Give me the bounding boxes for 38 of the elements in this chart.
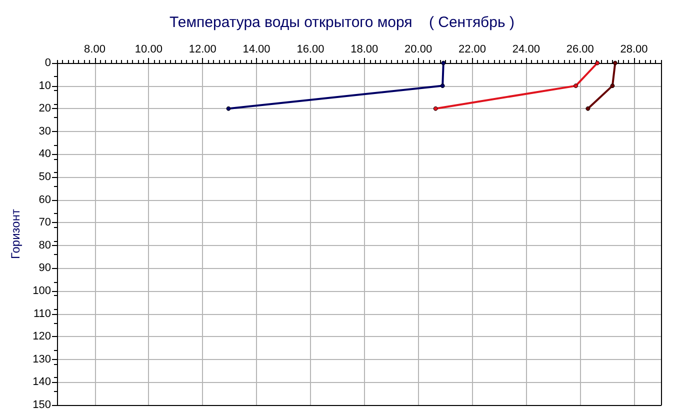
y-tick-label: 130: [32, 353, 51, 366]
point: [595, 60, 600, 66]
y-axis-title: Горизонт: [8, 208, 23, 259]
y-tick-label: 90: [38, 262, 51, 274]
y-tick-label: 120: [32, 330, 51, 343]
y-tick-label: 100: [32, 285, 51, 297]
x-tick-label: 24.00: [512, 44, 540, 56]
x-tick-label: 28.00: [620, 44, 648, 56]
point: [226, 106, 231, 111]
point: [612, 60, 618, 66]
x-tick-label: 10.00: [134, 44, 162, 56]
y-tick-label: 150: [32, 399, 51, 411]
point: [433, 106, 438, 111]
x-tick-label: 20.00: [404, 44, 432, 56]
y-tick-label: 70: [38, 216, 51, 229]
y-tick-label: 10: [38, 80, 51, 92]
y-tick-label: 40: [38, 148, 51, 160]
point: [440, 84, 445, 88]
x-tick-label: 8.00: [84, 44, 106, 56]
y-tick-label: 140: [32, 376, 51, 388]
x-tick-label: 26.00: [566, 44, 594, 56]
chart-title: Температура воды открытого моря ( Сентябрь ): [170, 14, 514, 31]
y-tick-label: 30: [38, 125, 51, 138]
x-tick-label: 22.00: [458, 44, 486, 56]
point: [574, 84, 578, 88]
y-tick-label: 80: [38, 239, 51, 252]
x-tick-label: 18.00: [350, 44, 378, 56]
x-tick-label: 14.00: [242, 44, 270, 56]
point: [610, 84, 615, 88]
x-tick-label: 16.00: [296, 44, 324, 56]
y-tick-label: 50: [38, 171, 51, 183]
y-tick-label: 0: [44, 57, 51, 69]
point: [586, 106, 590, 111]
y-tick-label: 60: [38, 194, 51, 206]
y-tick-label: 20: [38, 102, 51, 115]
point: [441, 60, 446, 66]
x-tick-label: 12.00: [188, 44, 216, 56]
y-tick-label: 110: [33, 308, 51, 320]
